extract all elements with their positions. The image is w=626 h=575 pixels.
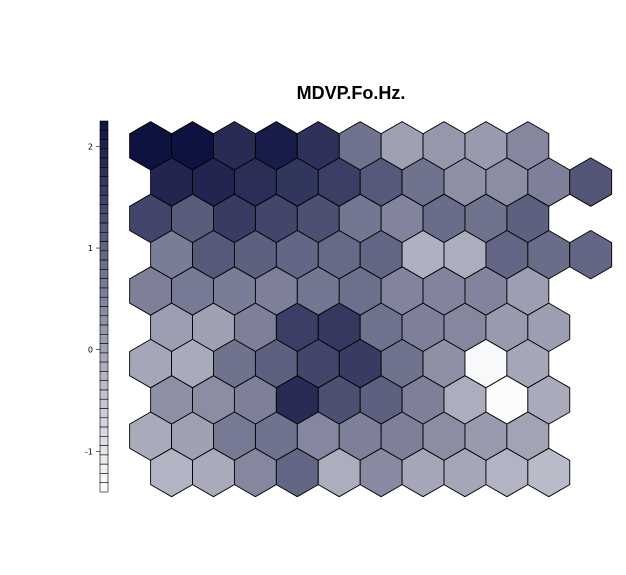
- colorbar-segment: [99, 371, 109, 382]
- colorbar-segment: [99, 204, 109, 215]
- colorbar-segment: [99, 296, 109, 307]
- colorbar-tick-label: -1: [85, 447, 93, 456]
- colorbar-segment: [99, 361, 109, 372]
- colorbar-segment: [99, 176, 109, 187]
- colorbar-segment: [99, 380, 109, 391]
- colorbar-segment: [99, 194, 109, 205]
- colorbar-segment: [99, 482, 109, 493]
- colorbar-tick-label: 1: [88, 244, 93, 253]
- colorbar-segment: [99, 185, 109, 196]
- hex-cell-r1-c10: [569, 157, 613, 207]
- colorbar-segment: [99, 324, 109, 335]
- colorbar-segment: [99, 222, 109, 233]
- colorbar-segment: [99, 426, 109, 437]
- hex-grid: [129, 121, 613, 498]
- colorbar-segment: [99, 157, 109, 168]
- colorbar-segment: [99, 389, 109, 400]
- colorbar-segment: [99, 417, 109, 428]
- hex-cell-r9-c9: [527, 447, 571, 498]
- colorbar-segment: [99, 343, 109, 354]
- colorbar-segment: [99, 269, 109, 279]
- colorbar-segment: [99, 445, 109, 456]
- colorbar-segment: [99, 148, 109, 159]
- colorbar-segment: [99, 306, 109, 317]
- colorbar-tick-label: 2: [88, 142, 93, 151]
- colorbar-segment: [99, 120, 109, 131]
- colorbar-segment: [99, 139, 109, 150]
- colorbar-segment: [99, 250, 109, 261]
- colorbar-segment: [99, 352, 109, 363]
- chart-title: MDVP.Fo.Hz.: [297, 83, 406, 103]
- colorbar-segment: [99, 408, 109, 419]
- colorbar-segment: [99, 129, 109, 140]
- colorbar-segment: [99, 315, 109, 326]
- hex-cell-r3-c10: [569, 229, 613, 280]
- colorbar-segment: [99, 167, 109, 177]
- colorbar-segment: [99, 232, 109, 242]
- colorbar-segment: [99, 454, 109, 465]
- colorbar-segment: [99, 278, 109, 289]
- colorbar-segment: [99, 241, 109, 252]
- colorbar-segment: [99, 398, 109, 409]
- colorbar-segment: [99, 463, 109, 474]
- colorbar-tick-label: 0: [88, 346, 93, 355]
- colorbar-segment: [99, 436, 109, 446]
- colorbar: 2 1 0 -1: [85, 120, 109, 493]
- colorbar-segment: [99, 287, 109, 298]
- colorbar-segment: [99, 334, 109, 344]
- colorbar-segment: [99, 473, 109, 484]
- colorbar-segment: [99, 259, 109, 270]
- colorbar-segment: [99, 213, 109, 224]
